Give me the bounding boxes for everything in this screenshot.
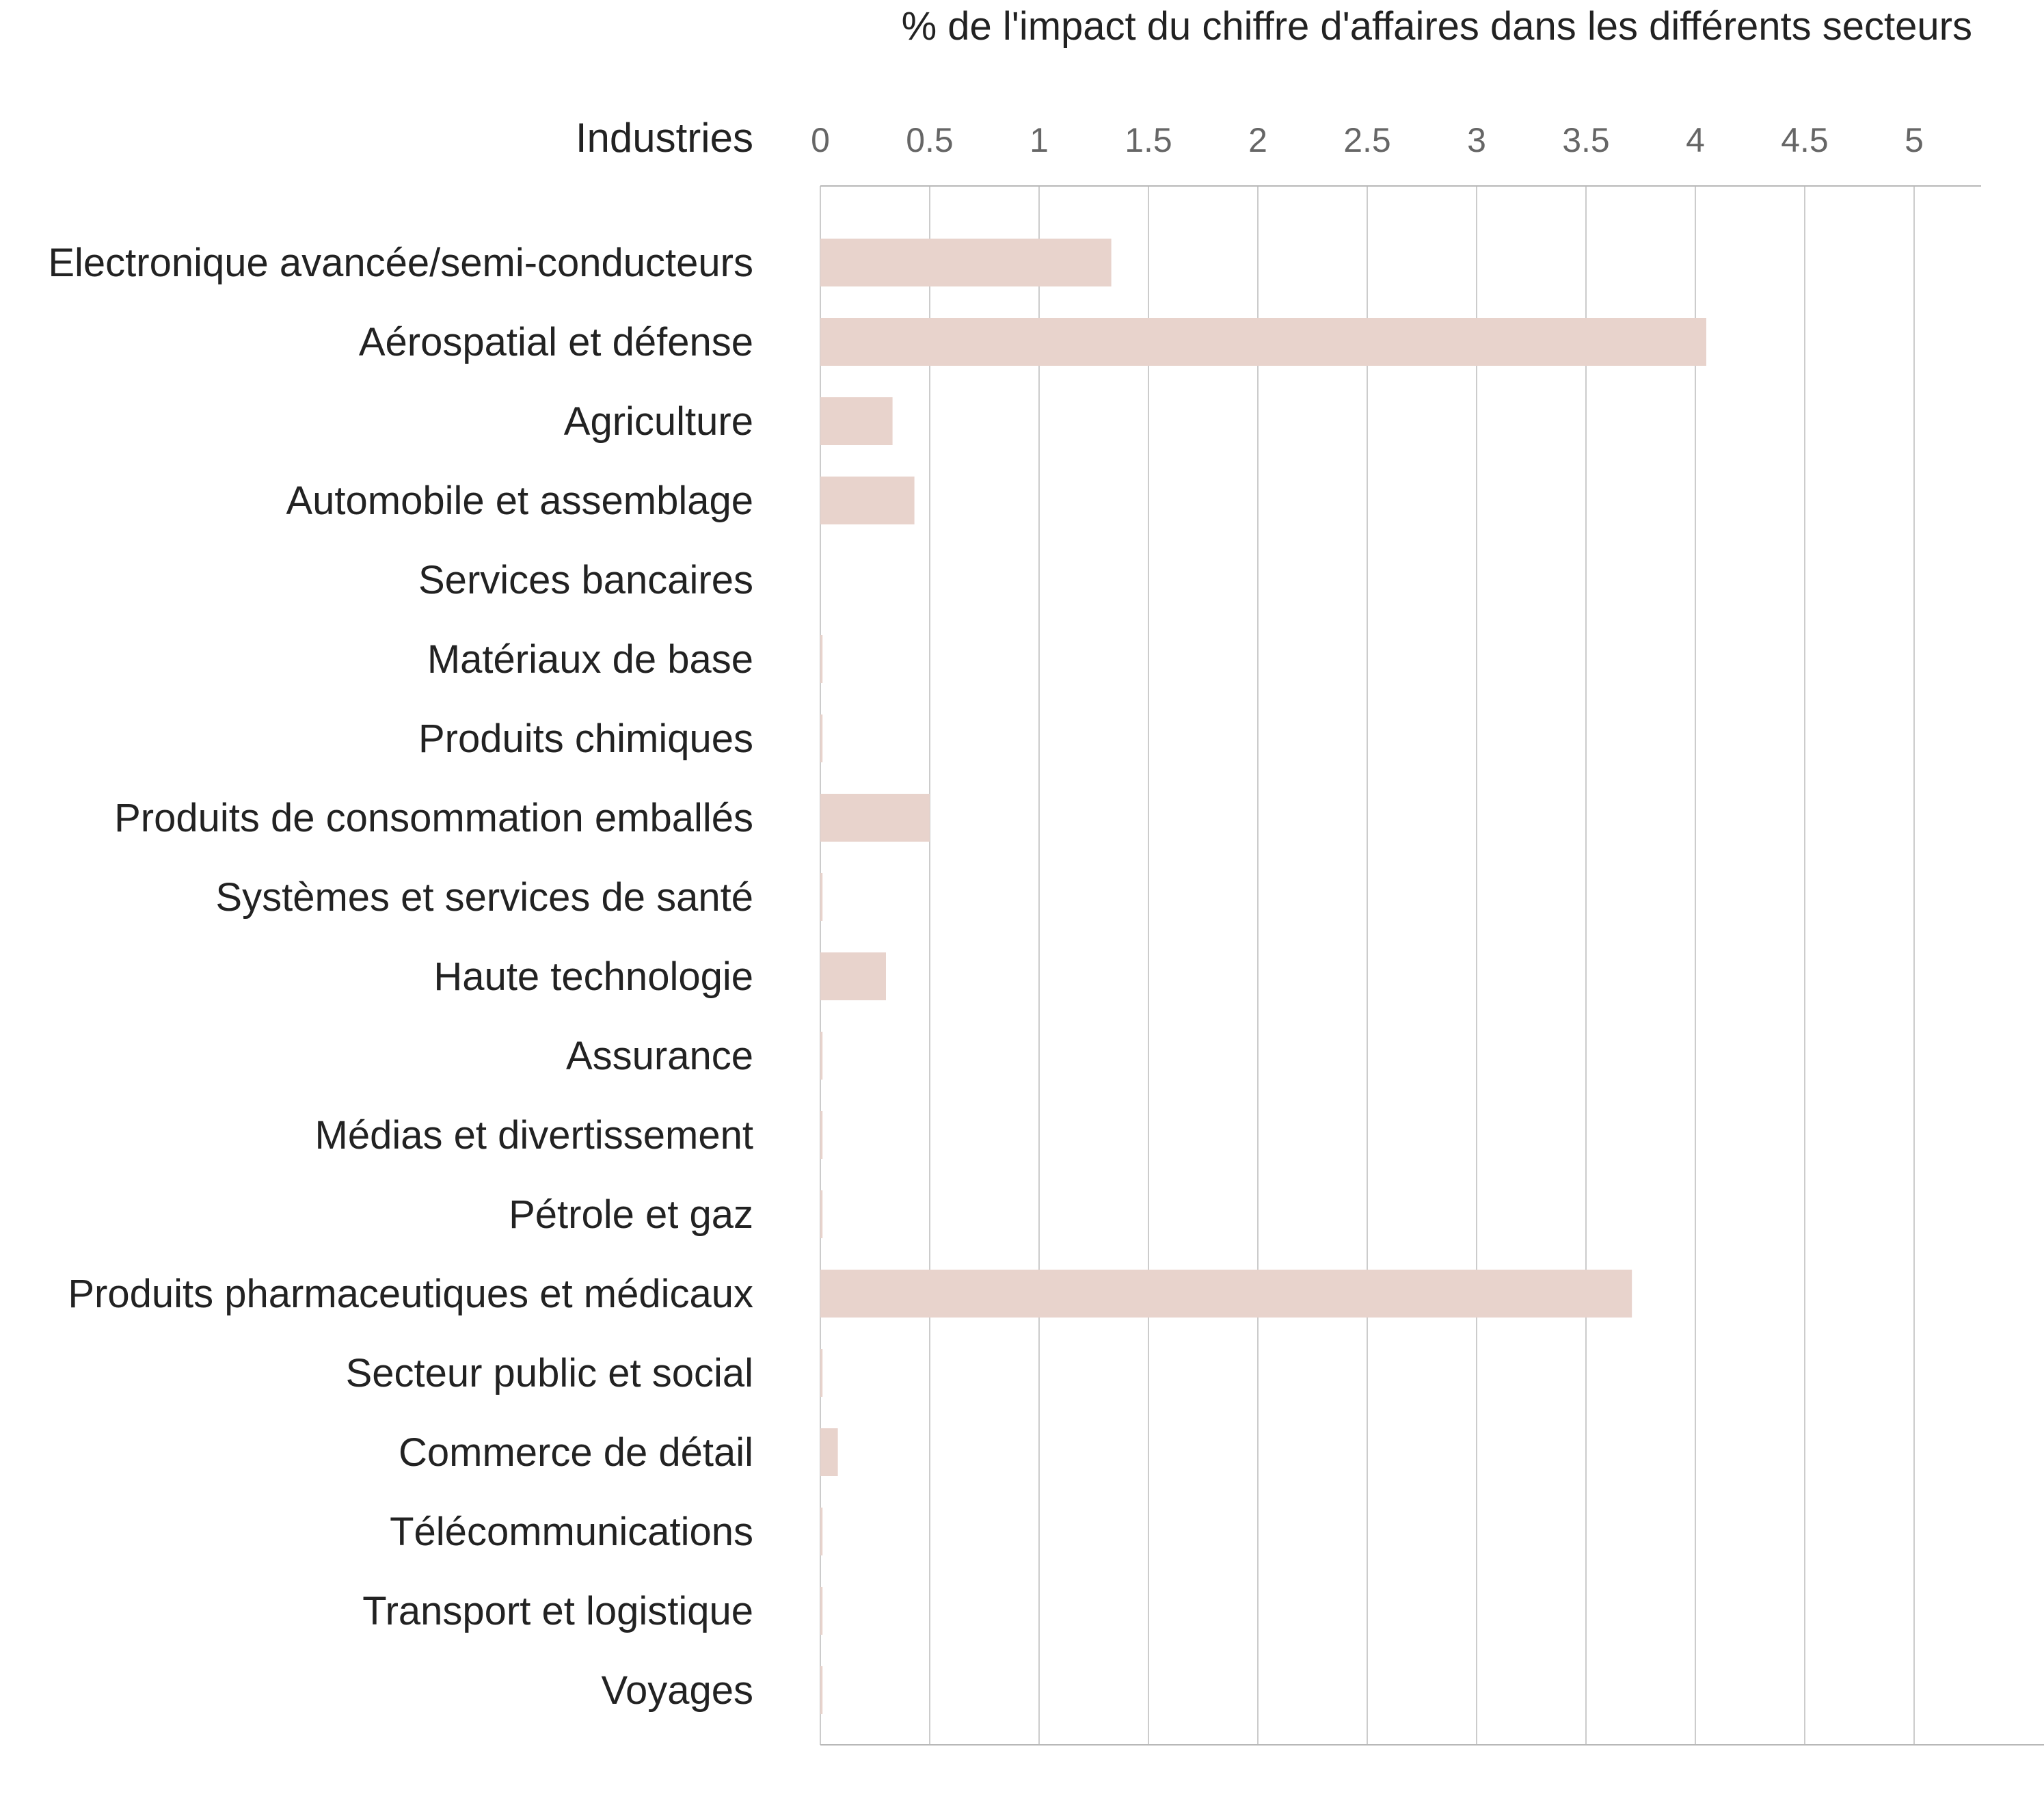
x-tick-label: 1.5 [1125, 121, 1172, 159]
category-label: Electronique avancée/semi-conducteurs [48, 241, 753, 285]
bar [820, 1111, 823, 1159]
category-label: Médias et divertissement [315, 1113, 753, 1158]
category-header: Industries [576, 115, 753, 161]
bar [820, 397, 893, 445]
x-tick-label: 4 [1686, 121, 1705, 159]
category-label: Produits pharmaceutiques et médicaux [68, 1272, 753, 1316]
x-tick-label: 3.5 [1562, 121, 1610, 159]
category-label: Produits chimiques [418, 717, 753, 761]
category-label: Pétrole et gaz [509, 1192, 753, 1237]
category-label: Commerce de détail [399, 1430, 753, 1475]
x-tick-label: 4.5 [1781, 121, 1829, 159]
category-label: Voyages [601, 1668, 753, 1713]
category-label: Agriculture [564, 399, 753, 444]
bar [820, 1508, 823, 1555]
category-label: Automobile et assemblage [286, 479, 753, 523]
axis-layer [820, 185, 2044, 1746]
bar-layer [820, 239, 1706, 1714]
x-tick-label: 1 [1030, 121, 1049, 159]
category-label: Matériaux de base [427, 637, 753, 682]
category-label: Secteur public et social [346, 1351, 753, 1395]
bar [820, 952, 886, 1000]
bar [820, 1270, 1632, 1318]
bar [820, 873, 823, 921]
bar [820, 1349, 823, 1397]
bar [820, 318, 1706, 366]
grid-layer [820, 186, 1915, 1745]
category-label: Produits de consommation emballés [114, 796, 753, 840]
category-label: Aérospatial et défense [359, 320, 753, 364]
category-label: Télécommunications [390, 1510, 753, 1554]
bar [820, 1428, 838, 1476]
bar [820, 794, 930, 842]
x-tick-label: 5 [1905, 121, 1924, 159]
bar [820, 477, 915, 524]
bar [820, 714, 823, 762]
x-tick-label: 0 [811, 121, 830, 159]
x-tick-label: 3 [1467, 121, 1486, 159]
category-label: Transport et logistique [362, 1589, 753, 1633]
bar [820, 1587, 823, 1635]
x-tick-label: 2 [1248, 121, 1267, 159]
category-label: Haute technologie [433, 954, 753, 999]
bar [820, 239, 1112, 286]
bar [820, 1666, 823, 1714]
x-tick-label: 2.5 [1343, 121, 1391, 159]
bar [820, 1190, 823, 1238]
chart-title: % de l'impact du chiffre d'affaires dans… [902, 4, 1972, 49]
label-layer: % de l'impact du chiffre d'affaires dans… [48, 4, 1972, 1713]
bar [820, 635, 823, 683]
category-label: Systèmes et services de santé [215, 875, 753, 920]
bar [820, 1032, 823, 1080]
category-label: Assurance [566, 1034, 753, 1078]
x-tick-label: 0.5 [906, 121, 954, 159]
category-label: Services bancaires [418, 558, 753, 602]
